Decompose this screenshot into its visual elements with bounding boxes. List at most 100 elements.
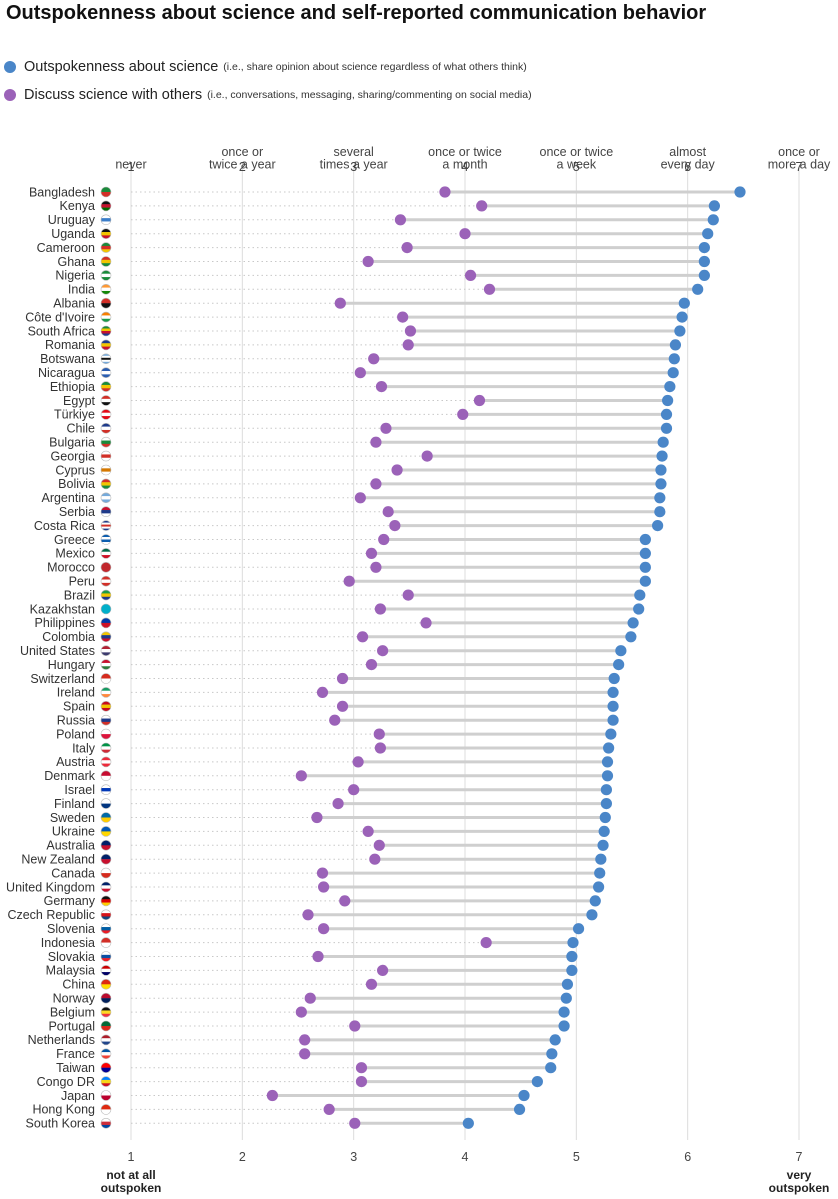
flag-band [101,478,111,483]
flag-band [101,854,111,860]
bottom-axis-tick: 4 [462,1150,469,1164]
country-label: Philippines [35,616,95,630]
outspoken-dot [692,283,704,295]
flag-band [101,579,111,584]
flag-band [101,353,111,356]
country-label: Australia [46,839,95,853]
flag-band [101,993,111,999]
flag-icon [101,1034,111,1045]
flag-band [101,859,111,865]
flag-band [101,596,111,601]
flag-band [101,465,111,469]
flag-icon [101,784,111,795]
flag-band [101,1076,111,1081]
country-row: Switzerland [30,672,620,686]
country-label: Switzerland [30,672,95,686]
flag-band [101,562,111,568]
flag-icon [101,965,111,976]
discuss-dot [316,686,329,699]
flag-icon [101,242,111,253]
flag-outline [100,186,112,198]
flag-outline [100,492,112,504]
country-row: Portugal [48,1019,570,1033]
outspoken-dot [545,1062,557,1074]
outspoken-dot [639,575,651,587]
top-axis-label: twice a year [209,158,276,172]
flag-outline [100,700,112,712]
flag-outline [100,534,112,545]
discuss-dot [302,909,314,921]
outspoken-dot [608,672,620,685]
flag-band [101,873,111,879]
flag-band [101,734,111,740]
flag-band [101,715,111,719]
country-row: Austria [56,755,614,769]
flag-icon [101,339,111,350]
flag-outline [100,673,112,684]
country-row: Norway [53,992,572,1006]
bottom-axis-tick: 3 [350,1150,357,1164]
flag-icon [101,812,111,823]
flag-icon [101,729,111,740]
flag-band [101,221,111,225]
flag-band [101,984,111,990]
flag-outline [100,798,112,809]
flag-outline [100,214,112,226]
country-row: Czech Republic [7,908,598,922]
flag-band [101,402,111,406]
flag-band [101,290,111,295]
country-row: Slovenia [47,922,585,936]
flag-outline [100,478,112,490]
flag-band [101,412,111,417]
country-label: Germany [44,894,96,908]
flag-band [101,1013,111,1018]
flag-band [101,273,111,278]
flag-icon [101,256,111,267]
flag-icon [101,214,111,225]
flag-band [101,951,111,956]
flag-icon [101,200,111,211]
flag-band [101,548,111,552]
country-label: Ukraine [52,825,95,839]
flag-band [101,315,111,319]
discuss-dot [394,214,407,226]
country-row: Romania [45,338,682,352]
flag-band [101,882,111,886]
flag-outline [100,256,112,267]
flag-outline [100,1076,112,1087]
country-label: Botswana [40,352,95,366]
flag-icon [101,854,111,865]
flag-outline [100,353,112,365]
discuss-dot [402,339,414,351]
flag-band [101,763,111,767]
flag-icon [101,395,111,406]
country-row: South Africa [28,324,686,338]
country-row: China [62,978,574,992]
flag-icon [101,409,111,420]
flag-band [101,355,111,358]
flag-band [101,374,111,378]
flag-band [101,649,111,653]
flag-band [101,277,111,281]
flag-outline [100,645,112,657]
country-row: Georgia [51,449,668,463]
flag-outline [100,770,112,782]
country-label: India [68,283,95,297]
discuss-dot [391,464,403,476]
country-label: Türkiye [54,408,95,422]
flag-band [101,954,111,959]
outspoken-dot [572,923,585,935]
country-row: Uruguay [48,213,719,227]
flag-outline [100,909,112,921]
flag-band [101,471,111,475]
flag-outline [100,575,112,587]
discuss-dot [373,839,385,851]
flag-band [101,690,111,695]
flag-band [101,1090,111,1096]
bottom-axis-tick: 7 [796,1150,803,1164]
discuss-dot [365,547,378,560]
flag-band [101,868,111,874]
flag-outline [100,1048,112,1060]
flag-outline [100,422,112,434]
flag-band [101,1038,111,1042]
